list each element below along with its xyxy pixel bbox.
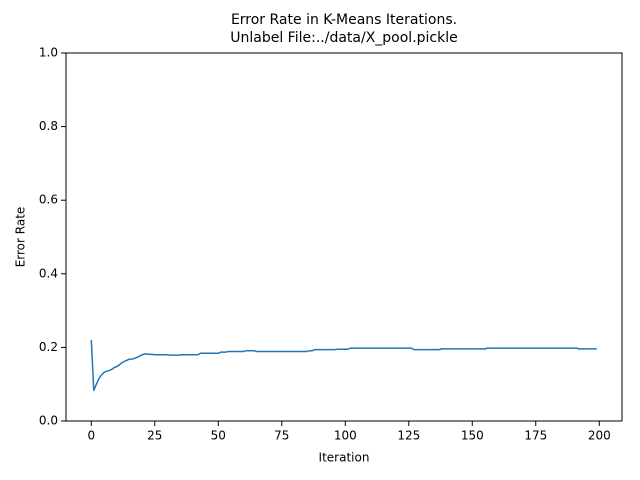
plot-frame [65,52,623,422]
x-tick-label: 175 [524,429,547,443]
y-tick-label: 0.6 [39,193,58,207]
x-tick-label: 75 [274,429,289,443]
y-tick-label: 1.0 [39,46,58,60]
y-axis-label: Error Rate [14,207,28,268]
chart-subtitle: Unlabel File:../data/X_pool.pickle [230,30,457,46]
y-tick-label: 0.4 [39,266,58,280]
data-line [90,340,597,392]
y-tick-label: 0.2 [39,340,58,354]
x-tick-label: 125 [397,429,420,443]
x-tick-label: 100 [334,429,357,443]
x-tick-label: 25 [147,429,162,443]
chart-title: Error Rate in K-Means Iterations. [231,12,457,28]
x-tick-label: 200 [588,429,611,443]
y-tick-label: 0.8 [39,119,58,133]
x-tick-label: 150 [461,429,484,443]
x-axis-label: Iteration [319,451,370,465]
y-tick-label: 0.0 [39,414,58,428]
x-tick-label: 50 [211,429,226,443]
x-tick-label: 0 [87,429,95,443]
